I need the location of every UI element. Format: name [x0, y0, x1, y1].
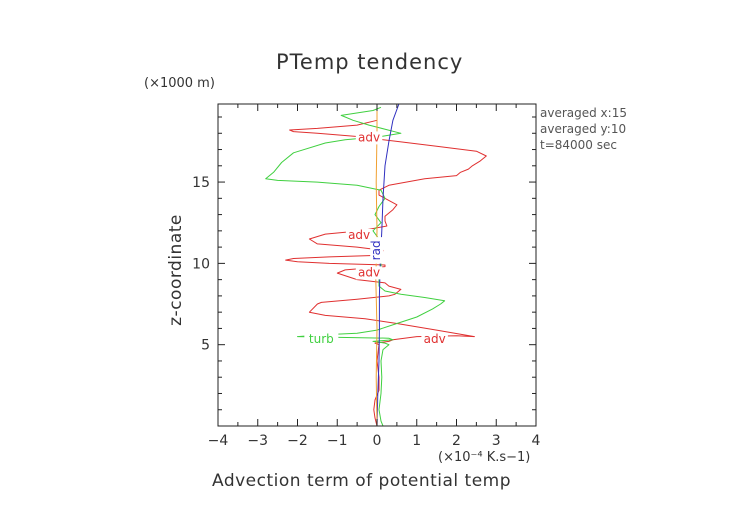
curve-label-background — [355, 266, 383, 280]
x-tick-label: 1 — [412, 433, 421, 449]
curve-label-background — [304, 333, 339, 347]
curve-label-background — [370, 237, 384, 264]
x-axis-unit: (×10⁻⁴ K.s−1) — [438, 450, 531, 465]
curve-label-background — [421, 333, 448, 347]
info-time: t=84000 sec — [540, 138, 617, 152]
x-tick-label: −4 — [208, 433, 229, 449]
chart-title: PTemp tendency — [276, 50, 464, 74]
curve-labels-layer: adv adv adv adv turb rad — [304, 130, 448, 347]
y-tick-label: 10 — [192, 256, 210, 272]
curve-label-rad: rad — [369, 240, 383, 260]
x-tick-label: −3 — [247, 433, 268, 449]
curve-label-background — [355, 131, 383, 145]
curve-label-turb: turb — [309, 332, 334, 346]
info-averaged-y: averaged y:10 — [540, 122, 627, 136]
curve-label-adv: adv — [358, 265, 380, 279]
series-line-turb — [265, 106, 446, 427]
x-tick-label: 2 — [452, 433, 461, 449]
y-tick-label: 15 — [192, 175, 210, 191]
curve-label-adv: adv — [424, 332, 446, 346]
y-axis-label: z-coordinate — [166, 214, 186, 326]
curve-label-background — [345, 228, 373, 242]
x-tick-label: 3 — [492, 433, 501, 449]
x-tick-label: −1 — [327, 433, 348, 449]
curve-label-adv: adv — [348, 228, 370, 242]
x-axis-label: Advection term of potential temp — [212, 471, 512, 491]
curve-label-adv: adv — [358, 130, 380, 144]
series-line-adv — [285, 108, 487, 427]
y-axis-unit: (×1000 m) — [144, 76, 215, 91]
info-averaged-x: averaged x:15 — [540, 106, 627, 120]
ticks-layer: −4 −3 −2 −1 0 1 2 3 4 5 10 15 — [192, 104, 541, 449]
x-tick-label: 4 — [532, 433, 541, 449]
y-tick-label: 5 — [201, 338, 210, 354]
x-tick-label: 0 — [373, 433, 382, 449]
x-tick-label: −2 — [287, 433, 308, 449]
series-line-rad — [376, 103, 400, 427]
